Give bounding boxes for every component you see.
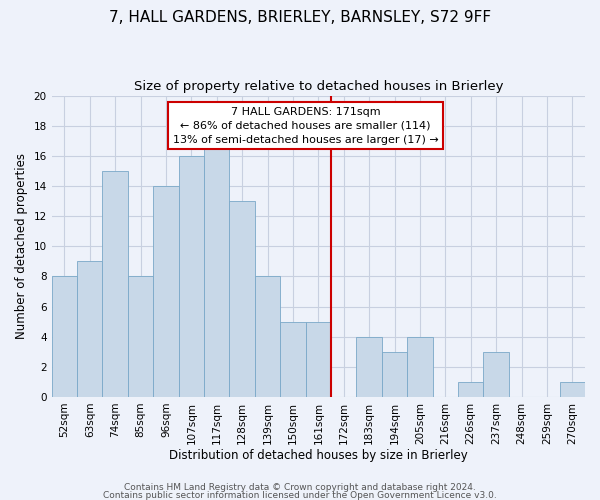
Bar (305, 322, 331, 397)
Bar (484, 352, 509, 397)
Text: Contains public sector information licensed under the Open Government Licence v3: Contains public sector information licen… (103, 490, 497, 500)
Bar (458, 382, 484, 397)
Bar (356, 336, 382, 397)
Bar (407, 336, 433, 397)
Bar (204, 141, 229, 397)
Title: Size of property relative to detached houses in Brierley: Size of property relative to detached ho… (134, 80, 503, 93)
Bar (382, 352, 407, 397)
Bar (103, 171, 128, 397)
Text: Contains HM Land Registry data © Crown copyright and database right 2024.: Contains HM Land Registry data © Crown c… (124, 483, 476, 492)
Bar (153, 186, 179, 397)
X-axis label: Distribution of detached houses by size in Brierley: Distribution of detached houses by size … (169, 450, 468, 462)
Bar (255, 276, 280, 397)
Text: 7, HALL GARDENS, BRIERLEY, BARNSLEY, S72 9FF: 7, HALL GARDENS, BRIERLEY, BARNSLEY, S72… (109, 10, 491, 25)
Text: 7 HALL GARDENS: 171sqm
← 86% of detached houses are smaller (114)
13% of semi-de: 7 HALL GARDENS: 171sqm ← 86% of detached… (173, 106, 439, 144)
Bar (280, 322, 305, 397)
Bar (229, 201, 255, 397)
Bar (77, 262, 103, 397)
Bar (179, 156, 204, 397)
Y-axis label: Number of detached properties: Number of detached properties (15, 154, 28, 340)
Bar (560, 382, 585, 397)
Bar (128, 276, 153, 397)
Bar (52, 276, 77, 397)
